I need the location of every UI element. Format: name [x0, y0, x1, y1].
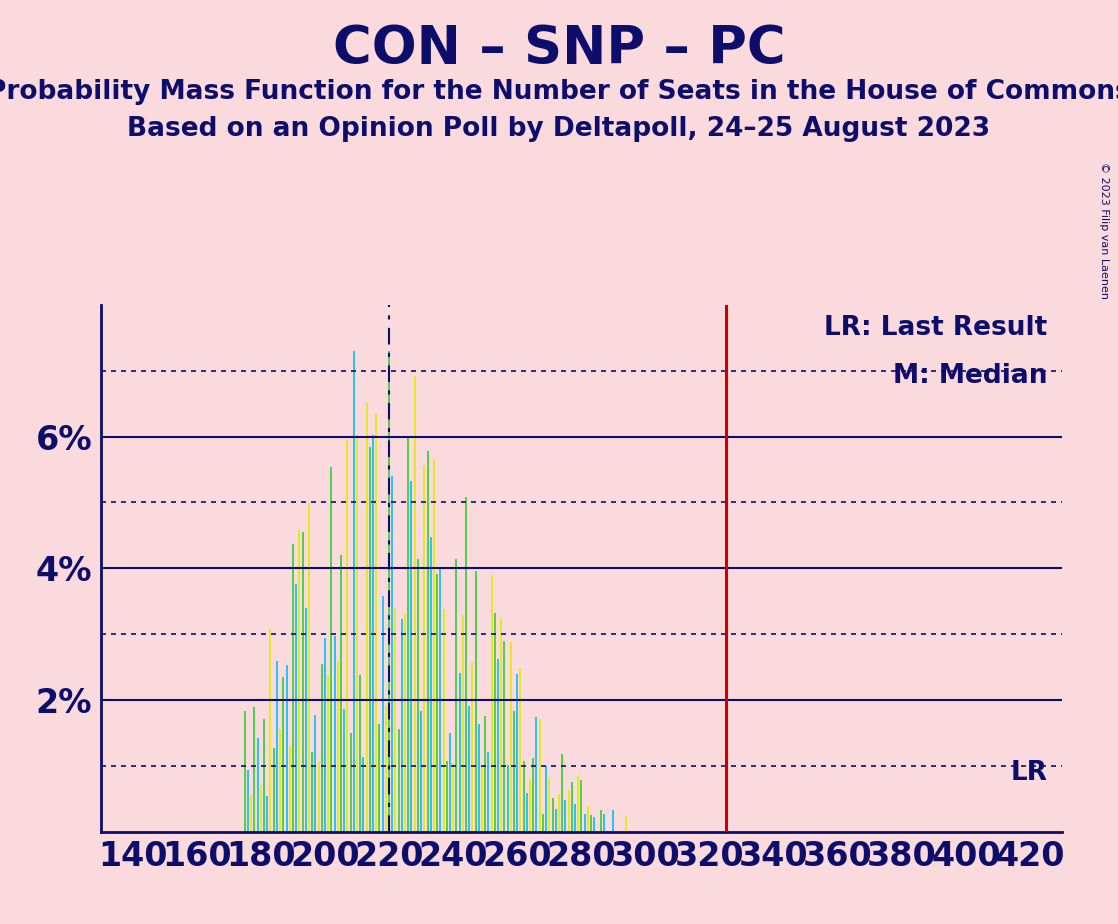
- Text: M: Median: M: Median: [893, 363, 1048, 389]
- Text: CON – SNP – PC: CON – SNP – PC: [333, 23, 785, 75]
- Text: LR: LR: [1011, 760, 1048, 786]
- Text: Probability Mass Function for the Number of Seats in the House of Commons: Probability Mass Function for the Number…: [0, 79, 1118, 104]
- Text: LR: Last Result: LR: Last Result: [824, 315, 1048, 342]
- Text: Based on an Opinion Poll by Deltapoll, 24–25 August 2023: Based on an Opinion Poll by Deltapoll, 2…: [127, 116, 991, 141]
- Text: © 2023 Filip van Laenen: © 2023 Filip van Laenen: [1099, 163, 1109, 299]
